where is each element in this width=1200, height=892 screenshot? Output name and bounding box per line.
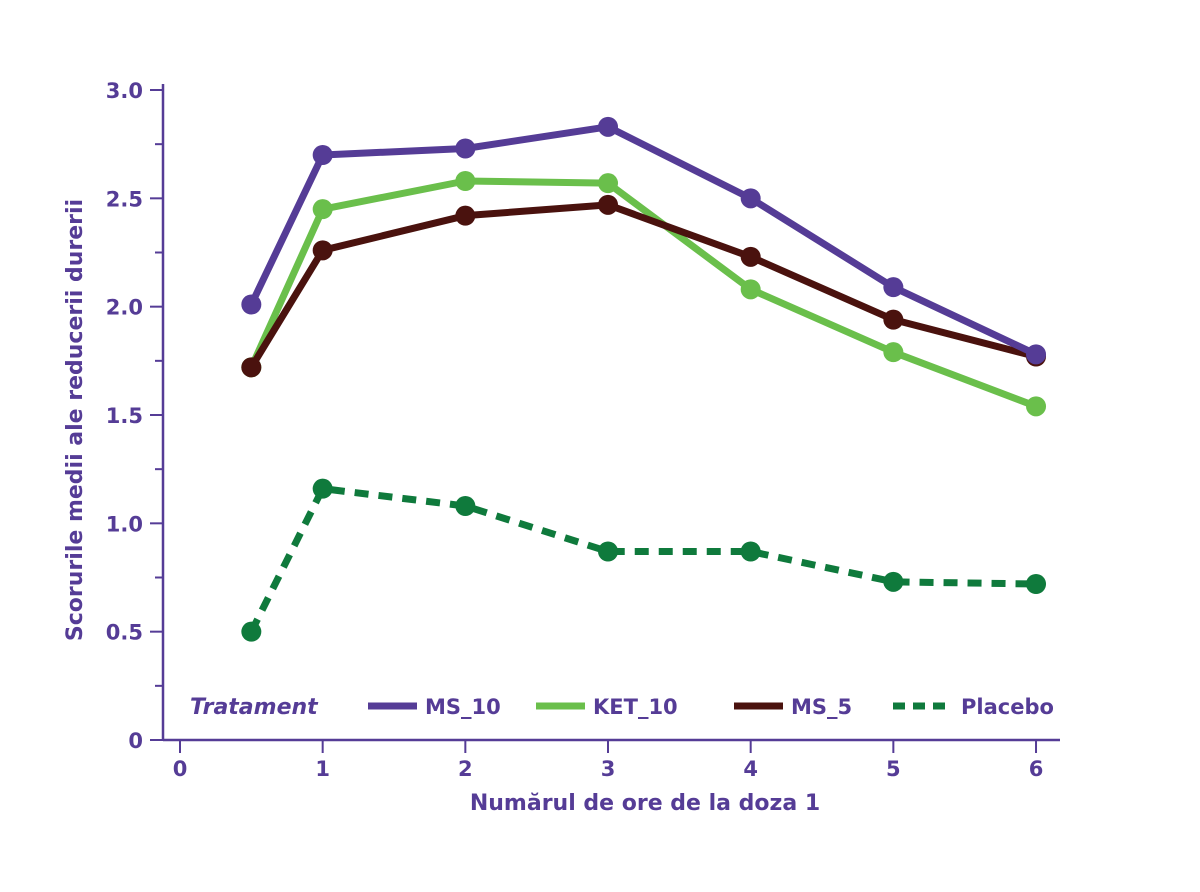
x-tick-label: 2 (458, 757, 473, 781)
legend-item-ket-10: KET_10 (536, 695, 678, 719)
x-tick-label: 0 (173, 757, 188, 781)
x-tick-label: 6 (1029, 757, 1044, 781)
data-point (455, 205, 476, 226)
series-ket-10 (241, 171, 1047, 417)
data-point (883, 342, 904, 363)
y-tick-label: 3.0 (106, 79, 143, 103)
data-point (740, 541, 761, 562)
data-point (312, 240, 333, 261)
series-line (248, 201, 1037, 370)
data-point (241, 294, 262, 315)
series-placebo (241, 478, 1047, 642)
data-point (312, 145, 333, 165)
data-point (883, 277, 904, 298)
legend-label: MS_10 (425, 695, 501, 719)
y-tick-label: 0.5 (106, 621, 143, 645)
data-point (740, 246, 761, 267)
series-ms-5 (241, 194, 1047, 378)
y-tick-label: 2.0 (106, 296, 143, 320)
legend-item-ms-10: MS_10 (368, 695, 501, 719)
data-point (241, 357, 262, 378)
x-axis-title: Numărul de ore de la doza 1 (470, 791, 820, 816)
legend-item-ms-5: MS_5 (734, 695, 852, 719)
series-ms-10 (241, 116, 1047, 365)
data-point (1026, 344, 1047, 365)
data-point (312, 478, 333, 499)
legend-item-placebo: Placebo (893, 695, 1054, 719)
data-point (241, 621, 262, 642)
legend: Tratament MS_10 KET_10 MS_5 Placebo (190, 695, 1054, 720)
data-point (598, 116, 619, 137)
data-point (598, 173, 619, 194)
legend-label: KET_10 (593, 695, 678, 719)
data-point (455, 138, 476, 159)
y-tick-label: 0 (128, 729, 143, 753)
data-point (598, 194, 619, 215)
data-point (740, 188, 761, 209)
data-point (1026, 574, 1047, 594)
data-point (883, 309, 904, 330)
axes: 0 0.5 1.0 1.5 2.0 2.5 3.0 0 1 2 3 4 5 6 (106, 79, 1060, 781)
x-tick-label: 5 (886, 757, 901, 781)
x-tick-label: 3 (601, 757, 616, 781)
y-tick-label: 1.0 (106, 512, 143, 536)
series-layer (241, 116, 1047, 642)
y-tick-label: 1.5 (106, 404, 143, 428)
series-line (248, 485, 1037, 634)
legend-label: Placebo (961, 695, 1054, 719)
x-tick-label: 4 (743, 757, 758, 781)
legend-label: MS_5 (791, 695, 852, 719)
y-tick-label: 2.5 (106, 187, 143, 211)
y-axis-title: Scorurile medii ale reducerii durerii (63, 199, 88, 641)
data-point (455, 496, 476, 516)
data-point (598, 541, 619, 562)
data-point (312, 199, 333, 220)
data-point (1026, 396, 1047, 417)
data-point (883, 571, 904, 592)
legend-title: Tratament (190, 695, 319, 720)
x-tick-label: 1 (315, 757, 330, 781)
data-point (455, 171, 476, 191)
data-point (740, 279, 761, 300)
